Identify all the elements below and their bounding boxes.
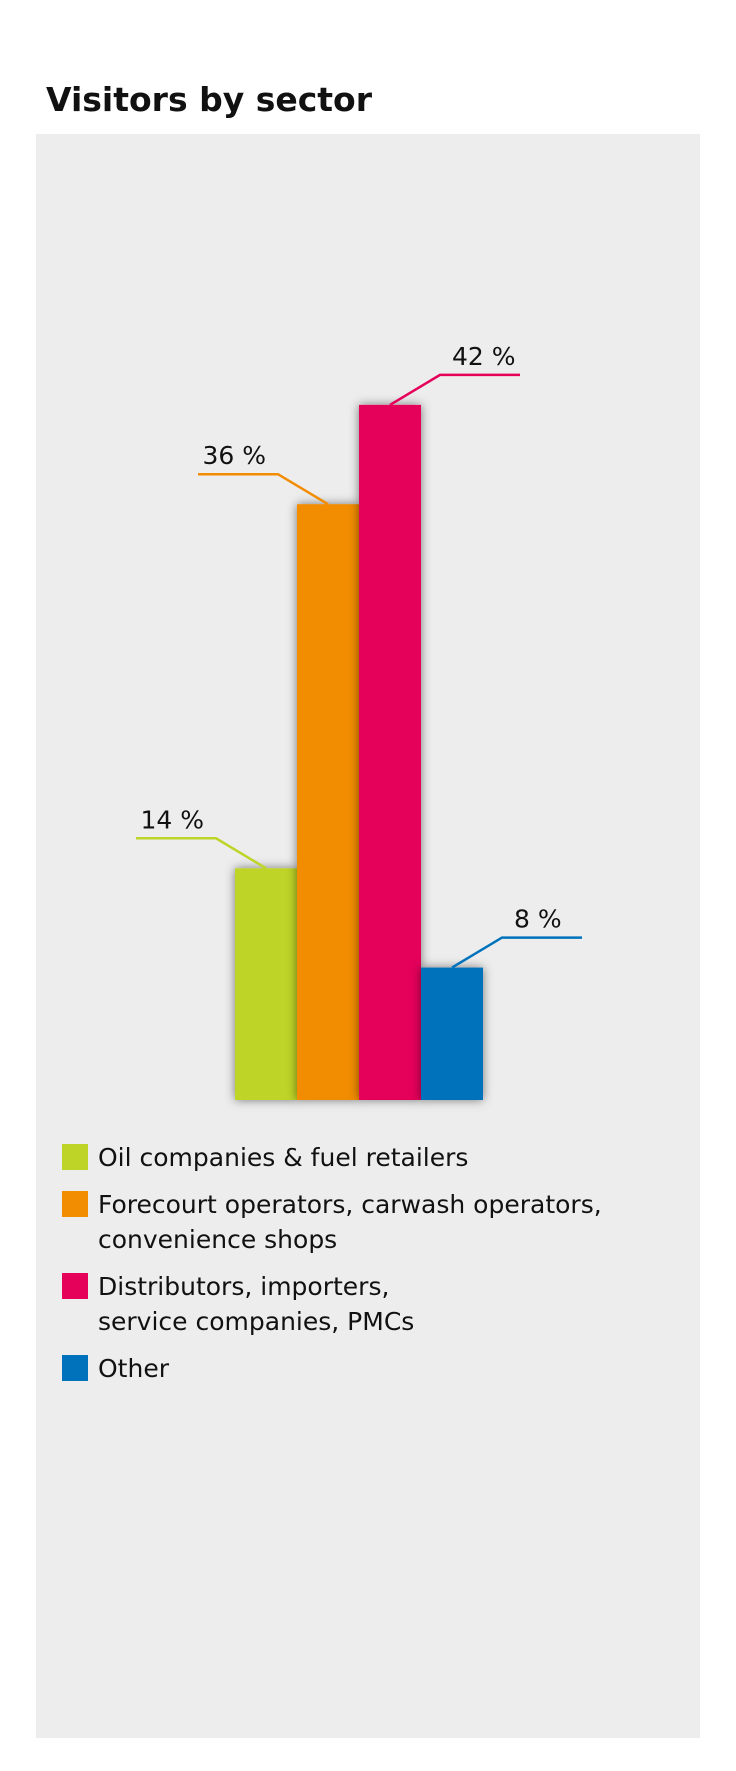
leader-line (389, 373, 520, 406)
value-label: 8 % (514, 905, 562, 934)
legend: Oil companies & fuel retailers Forecourt … (62, 1140, 602, 1398)
bar (235, 868, 297, 1100)
legend-swatch (62, 1273, 88, 1299)
bar (297, 504, 359, 1100)
legend-swatch (62, 1355, 88, 1381)
legend-swatch (62, 1191, 88, 1217)
leader-line (136, 837, 267, 870)
value-label: 36 % (202, 441, 266, 470)
legend-item: Forecourt operators, carwash operators, … (62, 1187, 602, 1257)
leader-line (451, 936, 582, 969)
legend-label: Oil companies & fuel retailers (98, 1143, 469, 1172)
chart-title: Visitors by sector (46, 80, 373, 119)
legend-item: Other (62, 1351, 602, 1386)
legend-item: Distributors, importers, service compani… (62, 1269, 602, 1339)
legend-label: Distributors, importers, service compani… (98, 1272, 415, 1336)
legend-label: Other (98, 1354, 169, 1383)
legend-label: Forecourt operators, carwash operators, … (98, 1190, 602, 1254)
bar (421, 967, 483, 1100)
leader-line (198, 472, 329, 506)
value-label: 14 % (140, 805, 204, 834)
value-label: 42 % (452, 342, 516, 371)
bar (359, 404, 421, 1100)
legend-item: Oil companies & fuel retailers (62, 1140, 602, 1175)
legend-swatch (62, 1144, 88, 1170)
